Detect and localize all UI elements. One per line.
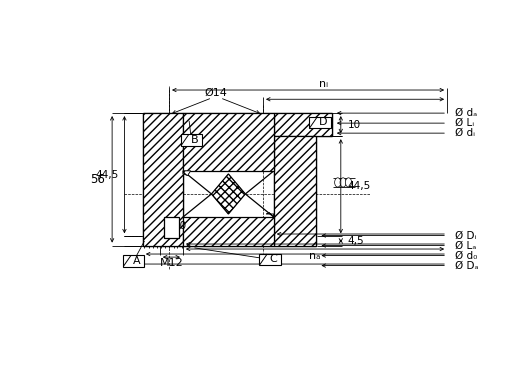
Text: 44,5: 44,5 [96, 170, 119, 180]
FancyBboxPatch shape [180, 134, 202, 146]
Text: A: A [133, 256, 141, 266]
Text: Ø Lᵢ: Ø Lᵢ [455, 118, 474, 128]
Polygon shape [266, 212, 274, 217]
Text: nₐ: nₐ [309, 251, 321, 261]
FancyBboxPatch shape [123, 255, 144, 267]
Bar [274, 136, 316, 246]
Bar [183, 113, 274, 171]
FancyBboxPatch shape [309, 116, 331, 128]
Text: Ø Dₐ: Ø Dₐ [455, 260, 478, 271]
Bar [164, 217, 179, 238]
Text: 44,5: 44,5 [348, 181, 371, 191]
Text: nᵢ: nᵢ [319, 79, 328, 89]
Text: Ø14: Ø14 [205, 87, 227, 97]
Text: 10: 10 [348, 120, 361, 130]
Text: Ø d₀: Ø d₀ [455, 251, 477, 260]
Text: M12: M12 [160, 258, 184, 268]
Bar [183, 217, 274, 246]
Bar [143, 113, 183, 246]
Text: C: C [269, 254, 277, 265]
Text: Ø Dᵢ: Ø Dᵢ [455, 231, 476, 240]
Text: 4,5: 4,5 [348, 236, 364, 246]
Bar [183, 217, 274, 246]
Bar [274, 113, 331, 136]
Text: D: D [319, 117, 327, 127]
Bar [183, 113, 274, 171]
Bar [274, 113, 331, 136]
Polygon shape [211, 174, 246, 214]
Polygon shape [183, 171, 191, 175]
Text: 56: 56 [90, 173, 105, 186]
Text: B: B [191, 135, 199, 145]
Text: Ø dₐ: Ø dₐ [455, 108, 477, 118]
Bar [143, 113, 183, 246]
Text: 20: 20 [174, 220, 187, 231]
Text: Ø dᵢ: Ø dᵢ [455, 128, 475, 138]
Ellipse shape [340, 178, 346, 187]
Text: Ø Lₐ: Ø Lₐ [455, 240, 476, 251]
FancyBboxPatch shape [259, 254, 281, 265]
Ellipse shape [334, 178, 341, 187]
Bar [274, 136, 316, 246]
Ellipse shape [345, 178, 352, 187]
